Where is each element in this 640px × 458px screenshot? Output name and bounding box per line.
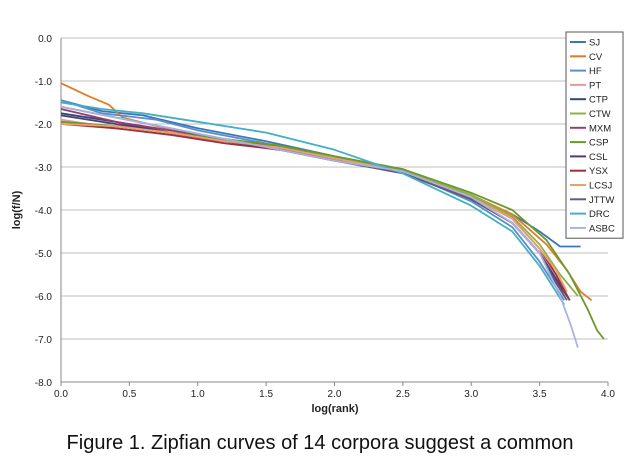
x-tick-label: 3.0 — [464, 389, 478, 400]
legend-label-ctp: CTP — [589, 95, 608, 106]
x-tick-label: 4.0 — [601, 389, 615, 400]
x-tick-label: 0.5 — [122, 389, 136, 400]
series-line-lcsj — [60, 123, 568, 293]
y-axis-label: log(f/N) — [11, 190, 23, 229]
y-tick-label: -6.0 — [35, 292, 53, 303]
y-tick-label: -3.0 — [35, 163, 53, 174]
legend-label-csp: CSP — [589, 138, 609, 149]
legend-label-sj: SJ — [589, 38, 600, 49]
legend-box — [565, 31, 624, 239]
y-tick-label: -8.0 — [35, 378, 53, 389]
series-line-drc — [60, 101, 565, 306]
legend-label-jttw: JTTW — [589, 195, 614, 206]
x-tick-label: 1.0 — [191, 389, 205, 400]
legend-label-lcsj: LCSJ — [589, 181, 612, 192]
legend-label-hf: HF — [589, 66, 602, 77]
x-tick-label: 3.5 — [533, 389, 547, 400]
series-line-asbc — [60, 105, 579, 348]
y-tick-label: -5.0 — [35, 249, 53, 260]
y-tick-labels: 0.0 -1.0 -2.0 -3.0 -4.0 -5.0 -6.0 -7.0 -8.0 — [35, 34, 53, 389]
x-tick-label: 1.5 — [259, 389, 273, 400]
y-tick-label: -2.0 — [35, 120, 53, 131]
legend-label-cv: CV — [589, 52, 603, 63]
x-axis-label: log(rank) — [311, 403, 358, 415]
y-tick-label: -1.0 — [35, 77, 53, 88]
x-tick-label: 0.0 — [54, 389, 68, 400]
figure-caption: Figure 1. Zipfian curves of 14 corpora s… — [66, 432, 574, 454]
legend: SJ CV HF PT CTP CTW MXM CSP CSL YSX LCSJ JTTW DRC ASB… — [565, 31, 624, 239]
legend-label-pt: PT — [589, 80, 601, 91]
axes — [60, 38, 609, 386]
legend-label-drc: DRC — [589, 209, 610, 220]
legend-label-ctw: CTW — [589, 109, 611, 120]
x-tick-label: 2.5 — [396, 389, 410, 400]
legend-label-asbc: ASBC — [589, 223, 615, 234]
y-tick-label: -7.0 — [35, 335, 53, 346]
y-tick-label: 0.0 — [38, 34, 52, 45]
legend-label-ysx: YSX — [589, 166, 609, 177]
x-tick-labels: 0.0 0.5 1.0 1.5 2.0 2.5 3.0 3.5 4.0 — [54, 389, 615, 400]
legend-label-mxm: MXM — [589, 123, 611, 134]
legend-label-csl: CSL — [589, 152, 607, 163]
x-tick-label: 2.0 — [328, 389, 342, 400]
y-tick-label: -4.0 — [35, 206, 53, 217]
series-lines — [60, 82, 605, 348]
